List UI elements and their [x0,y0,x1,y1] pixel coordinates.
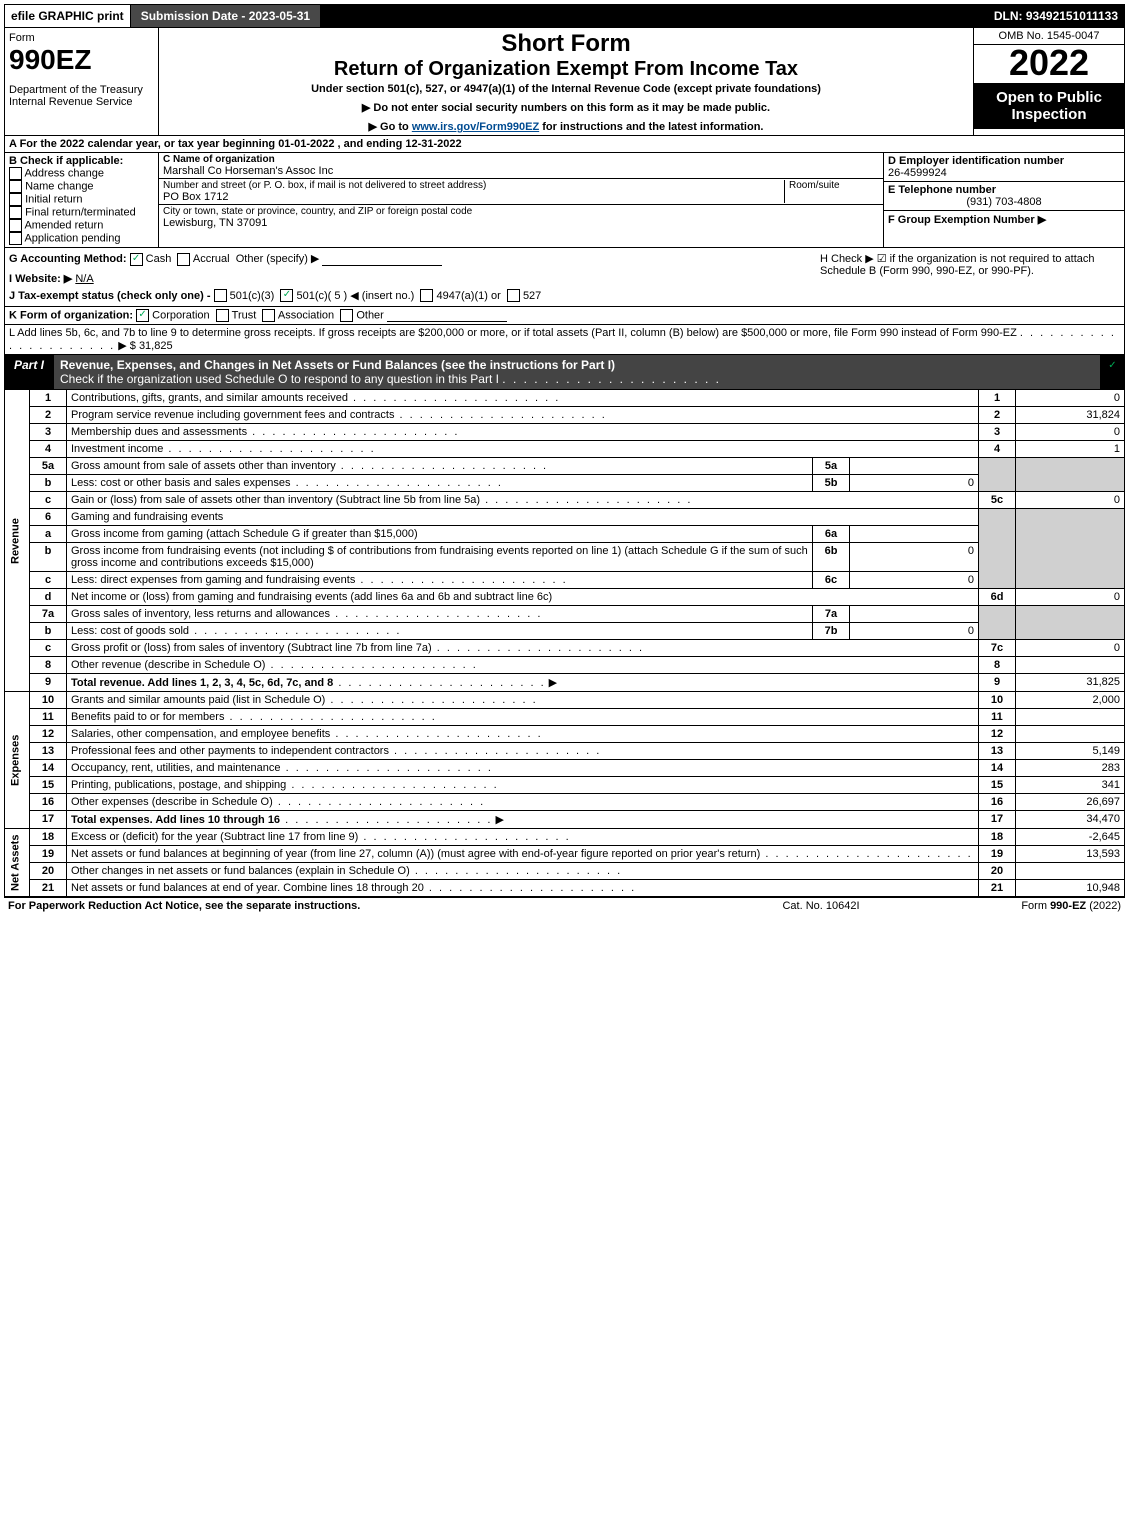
short-form-title: Short Form [167,30,965,58]
part-1-desc: Revenue, Expenses, and Changes in Net As… [54,355,1100,389]
efile-graphic-print[interactable]: efile GRAPHIC print [5,5,131,27]
dln-number: DLN: 93492151011133 [988,5,1124,27]
irs-label: Internal Revenue Service [9,96,154,108]
k-label: K Form of organization: [9,310,133,322]
dept-label: Department of the Treasury [9,84,154,96]
c-name-label: C Name of organization [163,154,879,165]
footer: For Paperwork Reduction Act Notice, see … [4,897,1125,914]
j-tax-exempt-label: J Tax-exempt status (check only one) - [9,290,211,302]
note-ssn: ▶ Do not enter social security numbers o… [167,101,965,114]
check-final-return[interactable] [9,206,22,219]
subtitle: Under section 501(c), 527, or 4947(a)(1)… [167,83,965,95]
l-amount: ▶ $ 31,825 [118,340,172,352]
side-netassets: Net Assets [5,829,30,897]
org-name: Marshall Co Horseman's Assoc Inc [163,165,879,177]
d-ein-label: D Employer identification number [888,155,1120,167]
check-527[interactable] [507,289,520,302]
form-number: 990EZ [9,44,154,76]
side-expenses: Expenses [5,692,30,829]
h-schedule-b: H Check ▶ ☑ if the organization is not r… [816,248,1124,306]
addr-label: Number and street (or P. O. box, if mail… [163,180,784,191]
check-corporation[interactable]: ✓ [136,309,149,322]
form-label: Form [9,32,154,44]
check-amended-return[interactable] [9,219,22,232]
check-initial-return[interactable] [9,193,22,206]
top-bar: efile GRAPHIC print Submission Date - 20… [4,4,1125,28]
e-phone-label: E Telephone number [888,184,1120,196]
e-phone-value: (931) 703-4808 [888,196,1120,208]
section-b-c-def: B Check if applicable: Address change Na… [4,153,1125,248]
b-title: B Check if applicable: [9,155,154,167]
footer-left: For Paperwork Reduction Act Notice, see … [8,900,721,912]
part-1-tag: Part I [4,355,54,389]
check-schedule-o[interactable]: ✓ [1106,360,1119,373]
side-revenue: Revenue [5,390,30,692]
col-c-org-info: C Name of organization Marshall Co Horse… [159,153,884,247]
check-other-org[interactable] [340,309,353,322]
check-4947[interactable] [420,289,433,302]
check-trust[interactable] [216,309,229,322]
col-b-checkboxes: B Check if applicable: Address change Na… [5,153,159,247]
row-l: L Add lines 5b, 6c, and 7b to line 9 to … [4,325,1125,355]
section-ghi: G Accounting Method: ✓ Cash Accrual Othe… [4,248,1125,307]
check-accrual[interactable] [177,253,190,266]
i-website-value: N/A [75,273,93,285]
check-name-change[interactable] [9,180,22,193]
check-501c[interactable]: ✓ [280,289,293,302]
part-1-header: Part I Revenue, Expenses, and Changes in… [4,355,1125,389]
check-application-pending[interactable] [9,232,22,245]
row-k: K Form of organization: ✓ Corporation Tr… [4,307,1125,325]
room-label: Room/suite [789,180,879,191]
irs-link[interactable]: www.irs.gov/Form990EZ [412,121,539,133]
footer-right: Form 990-EZ (2022) [921,900,1121,912]
other-specify-blank [322,253,442,266]
financial-table: Revenue 1 Contributions, gifts, grants, … [4,389,1125,897]
col-def: D Employer identification number 26-4599… [884,153,1124,247]
g-accounting-label: G Accounting Method: [9,253,127,265]
d-ein-value: 26-4599924 [888,167,1120,179]
footer-center: Cat. No. 10642I [721,900,921,912]
check-association[interactable] [262,309,275,322]
open-to-public: Open to Public Inspection [974,83,1124,129]
submission-date: Submission Date - 2023-05-31 [131,5,320,27]
note-link: ▶ Go to www.irs.gov/Form990EZ for instru… [167,120,965,133]
form-header: Form 990EZ Department of the Treasury In… [4,28,1125,136]
city-label: City or town, state or province, country… [163,206,879,217]
return-title: Return of Organization Exempt From Incom… [167,58,965,81]
check-501c3[interactable] [214,289,227,302]
f-group-label: F Group Exemption Number ▶ [888,213,1120,226]
i-website-label: I Website: ▶ [9,273,72,285]
tax-year: 2022 [974,45,1124,81]
org-city: Lewisburg, TN 37091 [163,217,879,229]
l-text: L Add lines 5b, 6c, and 7b to line 9 to … [9,327,1017,339]
row-a-calendar-year: A For the 2022 calendar year, or tax yea… [4,136,1125,153]
other-org-blank [387,309,507,322]
org-addr: PO Box 1712 [163,191,784,203]
check-address-change[interactable] [9,167,22,180]
check-cash[interactable]: ✓ [130,253,143,266]
